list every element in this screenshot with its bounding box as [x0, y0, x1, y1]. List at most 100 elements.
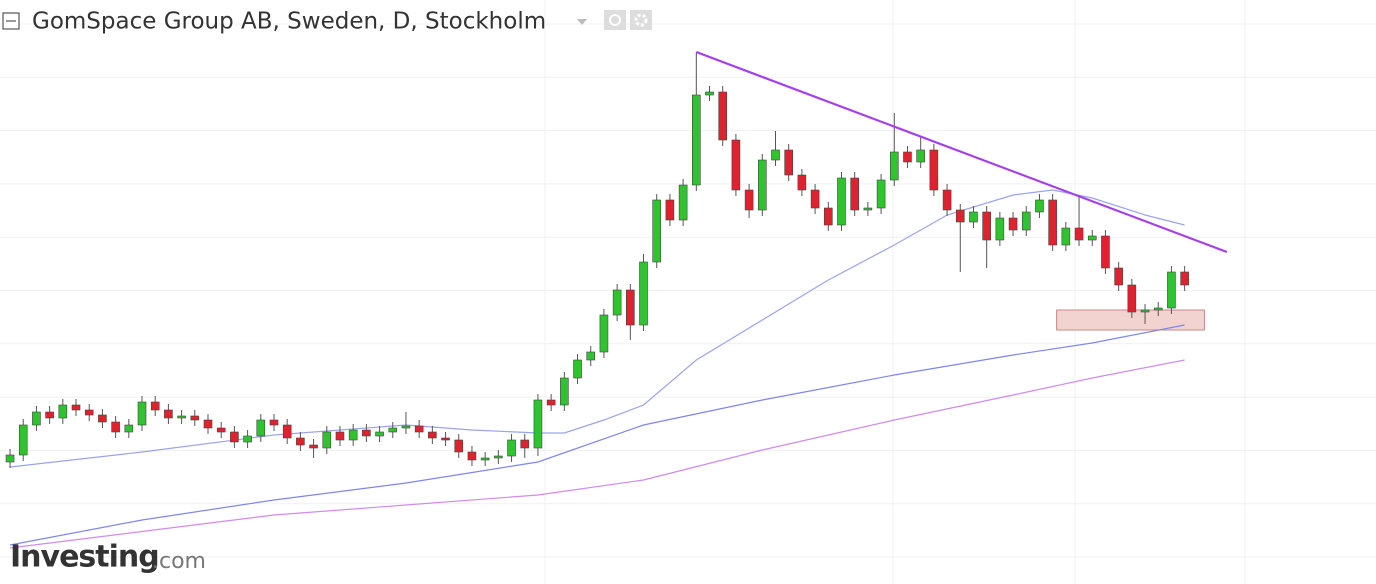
candle-body	[203, 419, 213, 429]
candle-body	[982, 211, 991, 241]
candle-body	[1180, 271, 1189, 286]
trend-line	[695, 50, 1228, 254]
candle-body	[388, 427, 398, 433]
candle-body	[362, 429, 371, 437]
candle-body	[18, 424, 28, 456]
candle-body	[414, 425, 424, 433]
eye-icon	[609, 14, 621, 26]
candle-body	[1035, 199, 1044, 213]
candle-body	[216, 427, 226, 433]
candle-body	[1061, 227, 1071, 246]
candle-body	[903, 151, 912, 163]
candle-body	[652, 199, 662, 263]
gear-icon	[634, 13, 648, 27]
candle-body	[480, 457, 490, 461]
candle-body	[1101, 235, 1110, 269]
eye-button[interactable]	[604, 10, 626, 30]
candle-body	[546, 399, 556, 406]
candle-body	[335, 431, 345, 441]
candle-body	[744, 189, 754, 211]
candle-body	[573, 359, 582, 379]
candle-body	[797, 174, 807, 191]
candle-body	[150, 401, 160, 411]
candle-body	[32, 411, 41, 426]
candle-body	[520, 439, 530, 449]
candle-body	[243, 435, 252, 443]
candle-body	[1021, 211, 1031, 231]
candle-body	[269, 419, 279, 426]
candle-body	[678, 184, 688, 221]
candle-body	[692, 94, 701, 186]
dropdown-caret[interactable]	[577, 19, 587, 25]
candle-body	[916, 149, 925, 163]
candle-body	[969, 211, 978, 223]
candle-body	[784, 149, 793, 176]
candle-body	[282, 424, 292, 439]
candle-body	[84, 409, 94, 416]
candle-body	[955, 209, 965, 223]
chart-title: GomSpace Group AB, Sweden, D, Stockholm	[32, 9, 546, 35]
candle-body	[823, 207, 833, 226]
candle-body	[322, 431, 332, 449]
candle-body	[771, 149, 780, 161]
candle-body	[428, 431, 437, 439]
candle-body	[348, 429, 358, 441]
settings-button[interactable]	[630, 10, 652, 30]
candle-body	[1048, 199, 1057, 246]
moving-average	[9, 324, 1185, 546]
plot	[5, 50, 1228, 549]
candle-body	[889, 151, 899, 181]
candle-body	[230, 431, 239, 443]
candle-body	[494, 455, 503, 459]
candle-body	[837, 177, 846, 226]
candle-body	[1167, 271, 1176, 309]
candle-body	[612, 289, 622, 316]
candle-body	[876, 179, 886, 209]
candle-body	[1074, 227, 1084, 241]
candle-body	[718, 91, 728, 141]
candle-body	[256, 419, 266, 437]
logo-brand: Investing	[10, 540, 159, 575]
candle-body	[863, 207, 873, 211]
candle-body	[533, 399, 543, 449]
candle-body	[1087, 235, 1097, 241]
candle-body	[190, 415, 200, 421]
candle-body	[942, 189, 952, 211]
candle-body	[177, 415, 186, 419]
candle-body	[1127, 284, 1137, 313]
candle-body	[111, 421, 120, 433]
candle-body	[454, 439, 464, 453]
candle-body	[599, 314, 609, 353]
candle-body	[731, 139, 741, 191]
candle-body	[850, 177, 859, 211]
candle-body	[58, 404, 68, 419]
candle-body	[705, 91, 714, 96]
candle-body	[309, 444, 318, 449]
candle-body	[560, 377, 569, 406]
candle-body	[5, 454, 15, 463]
support-zone	[1056, 309, 1205, 331]
candle-body	[164, 409, 173, 419]
candle-body	[45, 411, 54, 419]
candle-body	[929, 149, 939, 191]
moving-average	[9, 189, 1185, 468]
moving-average	[9, 359, 1185, 549]
candle-body	[71, 404, 81, 411]
candle-body	[810, 189, 820, 209]
candle-body	[1114, 267, 1123, 286]
candle-body	[1153, 307, 1163, 311]
candle-body	[1008, 217, 1018, 231]
candle-body	[467, 451, 477, 461]
logo-suffix: .com	[152, 549, 206, 574]
candle-body	[758, 159, 767, 211]
candle-body	[586, 351, 596, 361]
candle-body	[626, 289, 635, 326]
candle-body	[665, 199, 675, 221]
candle-body	[98, 414, 107, 423]
candle-body	[375, 431, 384, 437]
candle-body	[137, 401, 147, 426]
candle-body	[639, 261, 648, 326]
candle-body	[401, 425, 411, 429]
